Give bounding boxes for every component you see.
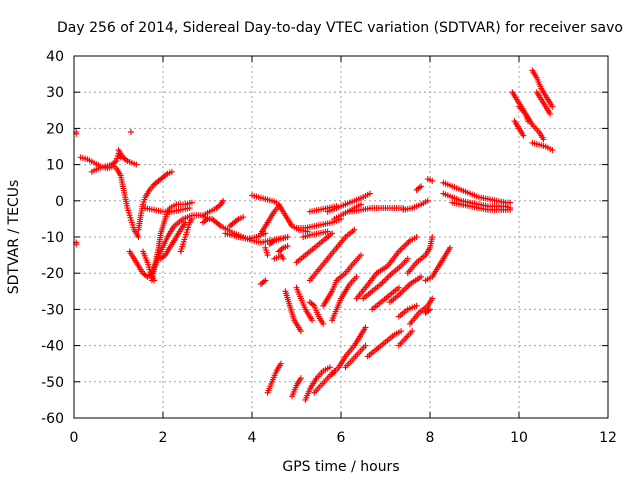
y-axis-label: SDTVAR / TECUs bbox=[6, 180, 22, 295]
data-point bbox=[133, 161, 140, 168]
data-point bbox=[507, 199, 514, 206]
y-tick-labels: 40 30 20 10 0 -10 -20 -30 -40 -50 -60 bbox=[41, 49, 64, 427]
data-point bbox=[326, 364, 333, 371]
data-point bbox=[547, 110, 554, 117]
y-tick-label: -30 bbox=[41, 302, 64, 318]
x-tick-label: 12 bbox=[599, 430, 617, 446]
data-point bbox=[424, 197, 431, 204]
data-point bbox=[413, 234, 420, 240]
data-point bbox=[188, 199, 195, 206]
y-tick-label: 20 bbox=[46, 121, 64, 137]
y-tick-label: 30 bbox=[46, 85, 64, 101]
data-point bbox=[540, 136, 547, 143]
x-tick-label: 6 bbox=[337, 430, 346, 446]
data-point bbox=[135, 234, 142, 240]
data-point bbox=[362, 324, 369, 331]
data-point bbox=[549, 147, 556, 154]
data-point bbox=[220, 197, 227, 204]
y-tick-label: 0 bbox=[55, 194, 64, 210]
chart-title: Day 256 of 2014, Sidereal Day-to-day VTE… bbox=[57, 20, 623, 36]
data-point bbox=[262, 277, 269, 284]
data-point bbox=[358, 252, 365, 259]
y-tick-label: -10 bbox=[41, 230, 64, 246]
x-tick-label: 4 bbox=[248, 430, 257, 446]
data-point bbox=[429, 295, 436, 302]
data-point bbox=[429, 177, 436, 184]
y-tick-label: -20 bbox=[41, 266, 64, 282]
data-point bbox=[127, 129, 134, 136]
data-point bbox=[362, 342, 369, 349]
axis-ticks bbox=[73, 55, 609, 419]
y-tick-label: 10 bbox=[46, 158, 64, 174]
x-tick-label: 2 bbox=[159, 430, 168, 446]
x-axis-label: GPS time / hours bbox=[282, 459, 399, 475]
data-point bbox=[320, 320, 327, 327]
data-point bbox=[358, 201, 365, 208]
data-point bbox=[284, 234, 291, 240]
x-tick-labels: 0 2 4 6 8 10 12 bbox=[70, 430, 617, 446]
x-tick-label: 0 bbox=[70, 430, 79, 446]
data-point bbox=[284, 243, 291, 250]
data-point bbox=[329, 230, 336, 237]
data-point bbox=[404, 255, 411, 262]
data-point bbox=[280, 255, 287, 262]
data-point bbox=[520, 132, 527, 139]
data-point bbox=[353, 273, 360, 280]
x-tick-label: 8 bbox=[426, 430, 435, 446]
data-point bbox=[324, 228, 331, 235]
data-point bbox=[297, 375, 304, 382]
x-tick-label: 10 bbox=[510, 430, 528, 446]
data-point bbox=[447, 244, 454, 251]
data-point bbox=[168, 168, 175, 175]
data-point bbox=[507, 206, 514, 213]
data-point bbox=[277, 360, 284, 367]
data-point bbox=[418, 183, 425, 190]
data-point bbox=[418, 273, 425, 280]
data-point bbox=[351, 226, 358, 233]
y-tick-label: -50 bbox=[41, 375, 64, 391]
data-point bbox=[413, 302, 420, 309]
data-point bbox=[297, 328, 304, 335]
y-tick-label: -60 bbox=[41, 411, 64, 427]
y-tick-label: -40 bbox=[41, 339, 64, 355]
data-point bbox=[427, 306, 433, 313]
data-points bbox=[73, 67, 556, 403]
data-point bbox=[429, 234, 436, 240]
data-point bbox=[395, 284, 402, 291]
y-tick-label: 40 bbox=[46, 49, 64, 65]
data-point bbox=[186, 205, 193, 212]
data-point bbox=[366, 190, 373, 197]
data-point bbox=[398, 328, 405, 335]
data-point bbox=[409, 328, 416, 335]
data-point bbox=[264, 252, 271, 259]
data-point bbox=[549, 103, 556, 110]
data-point bbox=[309, 317, 316, 324]
data-point bbox=[188, 215, 195, 222]
data-point bbox=[240, 214, 247, 221]
